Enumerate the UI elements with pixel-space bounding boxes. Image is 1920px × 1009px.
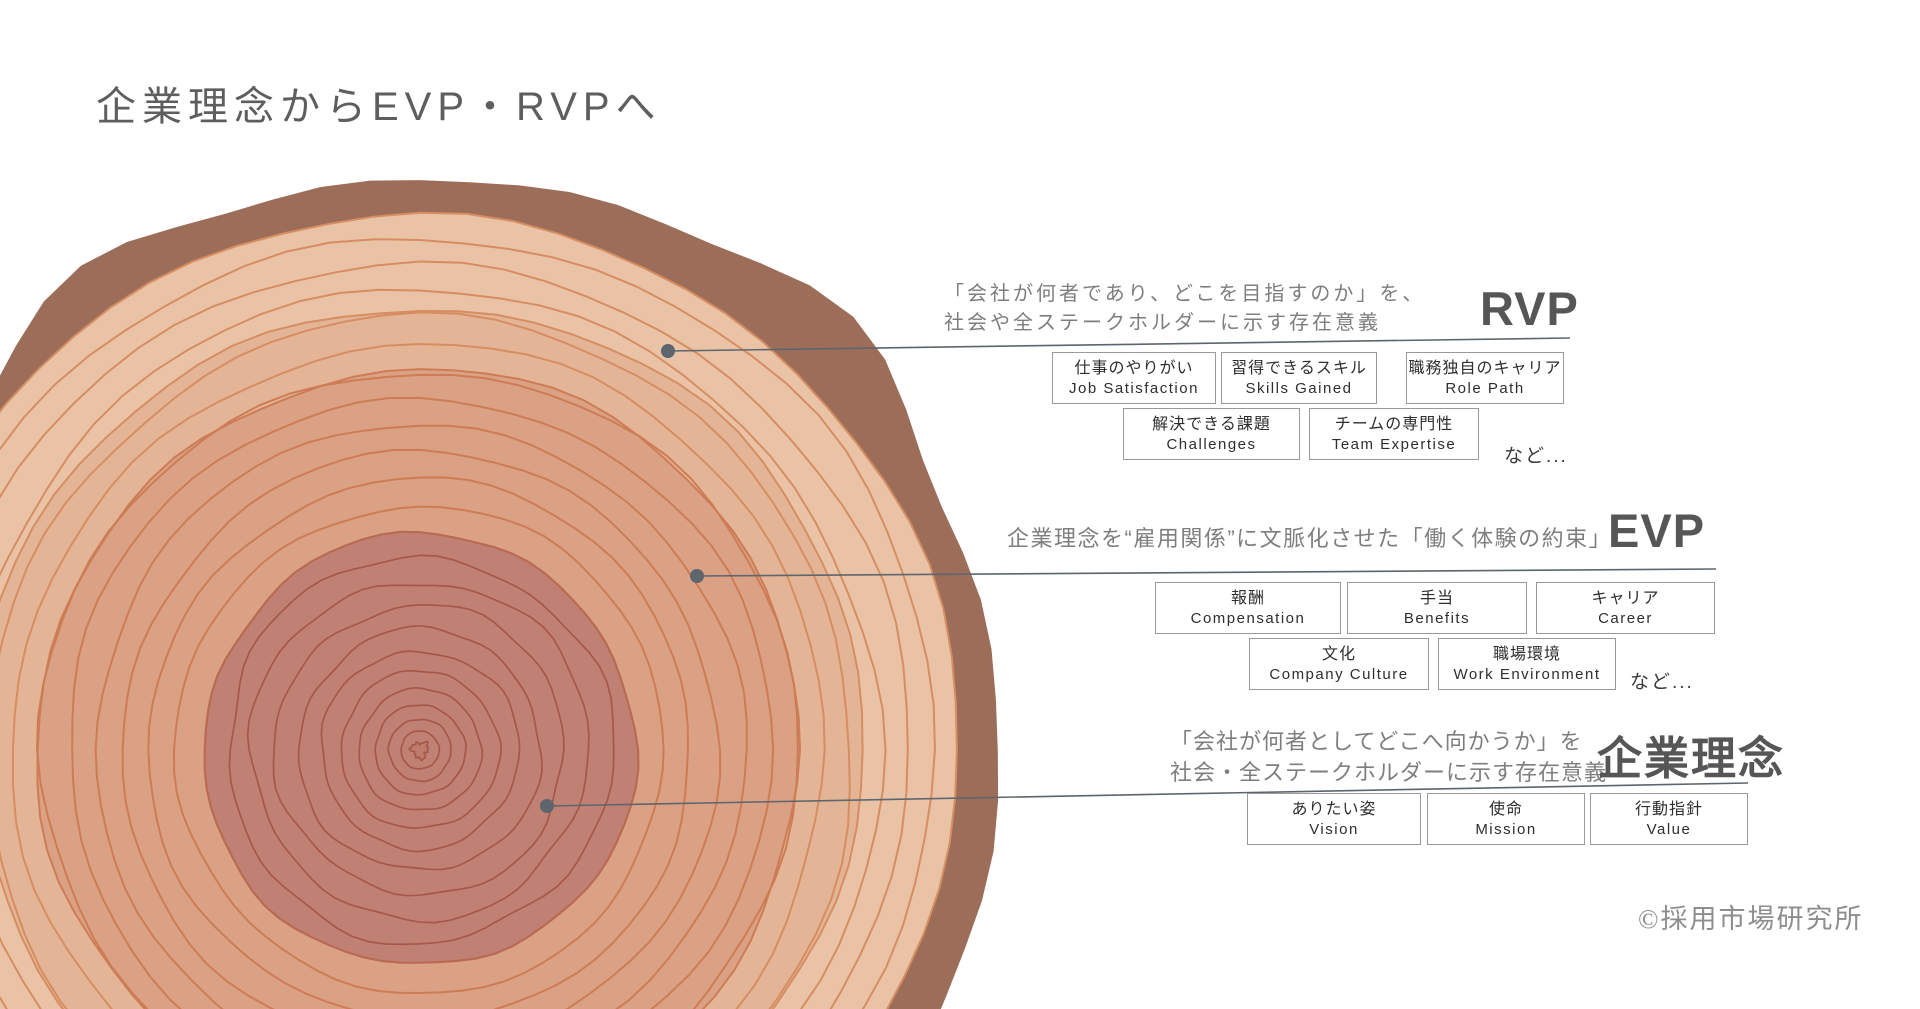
tag-en: Benefits	[1403, 609, 1471, 627]
rvp-box-skills-gained: 習得できるスキル Skills Gained	[1221, 352, 1377, 404]
tree-ring	[121, 448, 722, 1009]
philosophy-connector-line	[546, 782, 1749, 807]
tag-jp: 習得できるスキル	[1231, 359, 1367, 377]
rvp-box-job-satisfaction: 仕事のやりがい Job Satisfaction	[1052, 352, 1216, 404]
philosophy-label: 企業理念	[1597, 733, 1786, 784]
tag-jp: 文化	[1321, 645, 1356, 663]
tag-jp: 使命	[1488, 800, 1523, 818]
tag-en: Compensation	[1190, 609, 1306, 627]
evp-etc-text: など...	[1630, 672, 1694, 693]
rvp-box-team-expertise: チームの専門性 Team Expertise	[1309, 408, 1479, 460]
tree-ring	[246, 584, 590, 924]
rvp-etc-text: など...	[1504, 446, 1568, 467]
tag-jp: 職場環境	[1492, 645, 1561, 663]
evp-box-company-culture: 文化 Company Culture	[1249, 638, 1429, 690]
connector-lines	[540, 337, 1749, 813]
evp-box-compensation: 報酬 Compensation	[1155, 582, 1341, 634]
rvp-box-role-path: 職務独自のキャリア Role Path	[1406, 352, 1564, 404]
rvp-connector-dot	[661, 344, 675, 358]
tag-jp: 仕事のやりがい	[1074, 359, 1194, 377]
page-title: 企業理念からEVP・RVPへ	[96, 85, 662, 129]
tree-ring	[94, 424, 748, 1009]
tag-jp: ありたい姿	[1291, 800, 1377, 818]
tree-ring	[358, 686, 484, 811]
tag-jp: 職務独自のキャリア	[1408, 359, 1562, 377]
evp-description: 企業理念を“雇用関係”に文脈化させた「働く体験の約束」	[1007, 526, 1613, 551]
philosophy-description-line2: 社会・全ステークホルダーに示す存在意義	[1170, 760, 1608, 785]
tag-en: Role Path	[1445, 379, 1525, 397]
copyright-credit: ©採用市場研究所	[1638, 904, 1864, 934]
tree-ring	[387, 718, 452, 783]
tree-ring	[340, 670, 503, 829]
philosophy-description-line1: 「会社が何者としてどこへ向かうか」を	[1170, 729, 1583, 754]
tree-ring	[408, 740, 430, 762]
tag-en: Challenges	[1166, 435, 1257, 453]
philosophy-box-value: 行動指針 Value	[1590, 793, 1748, 845]
tag-jp: チームの専門性	[1334, 415, 1454, 433]
tree-ring	[400, 730, 441, 770]
rvp-description-line2: 社会や全ステークホルダーに示す存在意義	[944, 312, 1381, 334]
tree-ring	[71, 396, 775, 1009]
tag-en: Vision	[1309, 820, 1359, 838]
evp-label: EVP	[1608, 504, 1706, 557]
evp-box-career: キャリア Career	[1536, 582, 1715, 634]
tag-en: Skills Gained	[1245, 379, 1353, 397]
tag-jp: 行動指針	[1634, 800, 1703, 818]
tag-en: Value	[1646, 820, 1692, 838]
tree-ring	[0, 311, 851, 1009]
tag-en: Team Expertise	[1331, 435, 1457, 453]
evp-connector-dot	[690, 569, 704, 583]
tree-ring	[320, 650, 521, 853]
rvp-description-line1: 「会社が何者であり、どこを目指すのか」を、	[944, 283, 1426, 305]
tag-en: Company Culture	[1269, 665, 1409, 683]
tree-ring	[172, 505, 665, 995]
tree-ring	[374, 704, 467, 796]
tree-trunk-cross-section	[0, 180, 999, 1009]
tag-jp: 手当	[1419, 589, 1454, 607]
philosophy-box-vision: ありたい姿 Vision	[1247, 793, 1421, 845]
tree-ring	[0, 288, 887, 1009]
rvp-connector-line	[667, 337, 1571, 352]
tree-ring	[272, 604, 565, 897]
tree-ring	[0, 238, 936, 1009]
evp-box-benefits: 手当 Benefits	[1347, 582, 1527, 634]
tree-ring	[297, 624, 543, 871]
tree-ring	[228, 554, 615, 946]
tree-ring	[0, 260, 909, 1009]
evp-box-work-environment: 職場環境 Work Environment	[1438, 638, 1616, 690]
rvp-description: 「会社が何者であり、どこを目指すのか」を、 社会や全ステークホルダーに示す存在意…	[944, 280, 1425, 338]
rvp-box-challenges: 解決できる課題 Challenges	[1123, 408, 1300, 460]
tree-ring	[11, 342, 826, 1009]
tree-ring	[35, 373, 799, 1009]
tag-jp: 解決できる課題	[1152, 415, 1271, 433]
tag-en: Mission	[1475, 820, 1537, 838]
philosophy-description: 「会社が何者としてどこへ向かうか」を 社会・全ステークホルダーに示す存在意義	[1170, 726, 1607, 788]
tag-en: Career	[1598, 609, 1653, 627]
tag-jp: キャリア	[1591, 589, 1660, 607]
philosophy-box-mission: 使命 Mission	[1427, 793, 1585, 845]
rvp-label: RVP	[1480, 282, 1579, 335]
tag-jp: 報酬	[1230, 589, 1265, 607]
tag-en: Job Satisfaction	[1069, 379, 1199, 397]
evp-connector-line	[696, 568, 1717, 577]
tree-ring	[147, 476, 689, 1009]
tag-en: Work Environment	[1453, 665, 1601, 683]
philosophy-connector-dot	[540, 799, 554, 813]
